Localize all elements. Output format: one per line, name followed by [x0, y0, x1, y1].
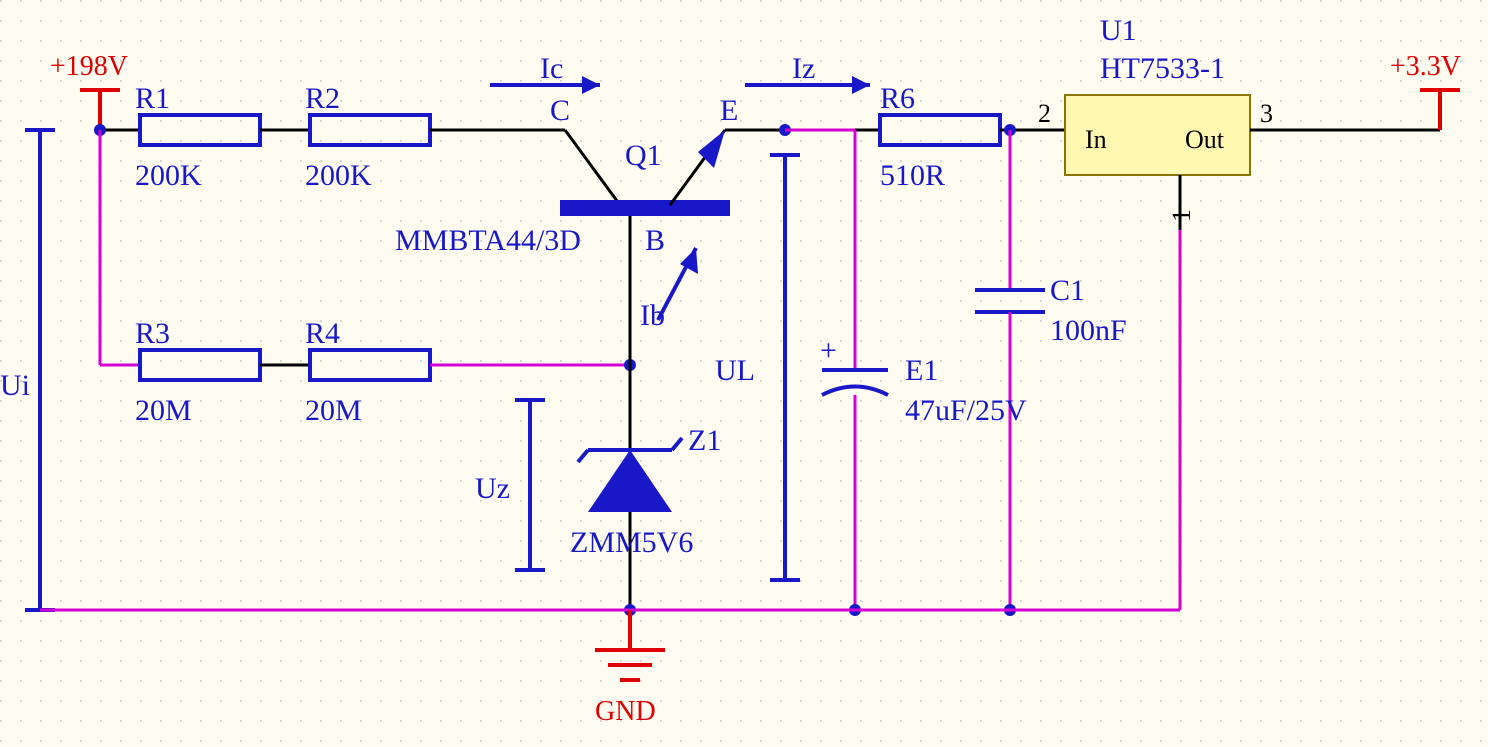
- ui-label: Ui: [0, 369, 30, 402]
- c1-val: 100nF: [1050, 314, 1127, 347]
- e1-val: 47uF/25V: [905, 394, 1027, 427]
- q1-e: E: [720, 94, 738, 127]
- q1-b: B: [645, 224, 665, 257]
- uz-label: Uz: [475, 472, 510, 505]
- r3-val: 20M: [135, 394, 192, 427]
- r1-val: 200K: [135, 159, 202, 192]
- iz-label: Iz: [792, 52, 815, 85]
- u1-in: In: [1085, 125, 1107, 154]
- ul-label: UL: [715, 354, 755, 387]
- ib-label: Ib: [640, 299, 665, 332]
- e1-ref: E1: [905, 354, 938, 387]
- u1-p3: 3: [1260, 99, 1273, 128]
- r4-ref: R4: [305, 317, 340, 350]
- r3-ref: R3: [135, 317, 170, 350]
- q1-ref: Q1: [625, 139, 662, 172]
- z1-ref: Z1: [688, 424, 721, 457]
- r6-val: 510R: [880, 159, 945, 192]
- u1-p1: 1: [1167, 209, 1196, 222]
- u1-out: Out: [1185, 125, 1225, 154]
- vout-label: +3.3V: [1390, 51, 1461, 82]
- z1-part: ZMM5V6: [570, 526, 693, 559]
- q1-c: C: [550, 94, 570, 127]
- gnd-label: GND: [595, 696, 656, 727]
- c1-ref: C1: [1050, 274, 1085, 307]
- r2-val: 200K: [305, 159, 372, 192]
- ic-label: Ic: [540, 52, 563, 85]
- q1-part: MMBTA44/3D: [395, 224, 581, 257]
- r4-val: 20M: [305, 394, 362, 427]
- schematic: +198V +3.3V Ui +: [0, 0, 1488, 747]
- e1-plus: +: [820, 334, 837, 367]
- u1-ref: U1: [1100, 14, 1137, 47]
- u1-p2: 2: [1038, 99, 1051, 128]
- u1-part: HT7533-1: [1100, 52, 1225, 85]
- vin-label: +198V: [50, 51, 128, 82]
- r1-ref: R1: [135, 82, 170, 115]
- r6-ref: R6: [880, 82, 915, 115]
- r2-ref: R2: [305, 82, 340, 115]
